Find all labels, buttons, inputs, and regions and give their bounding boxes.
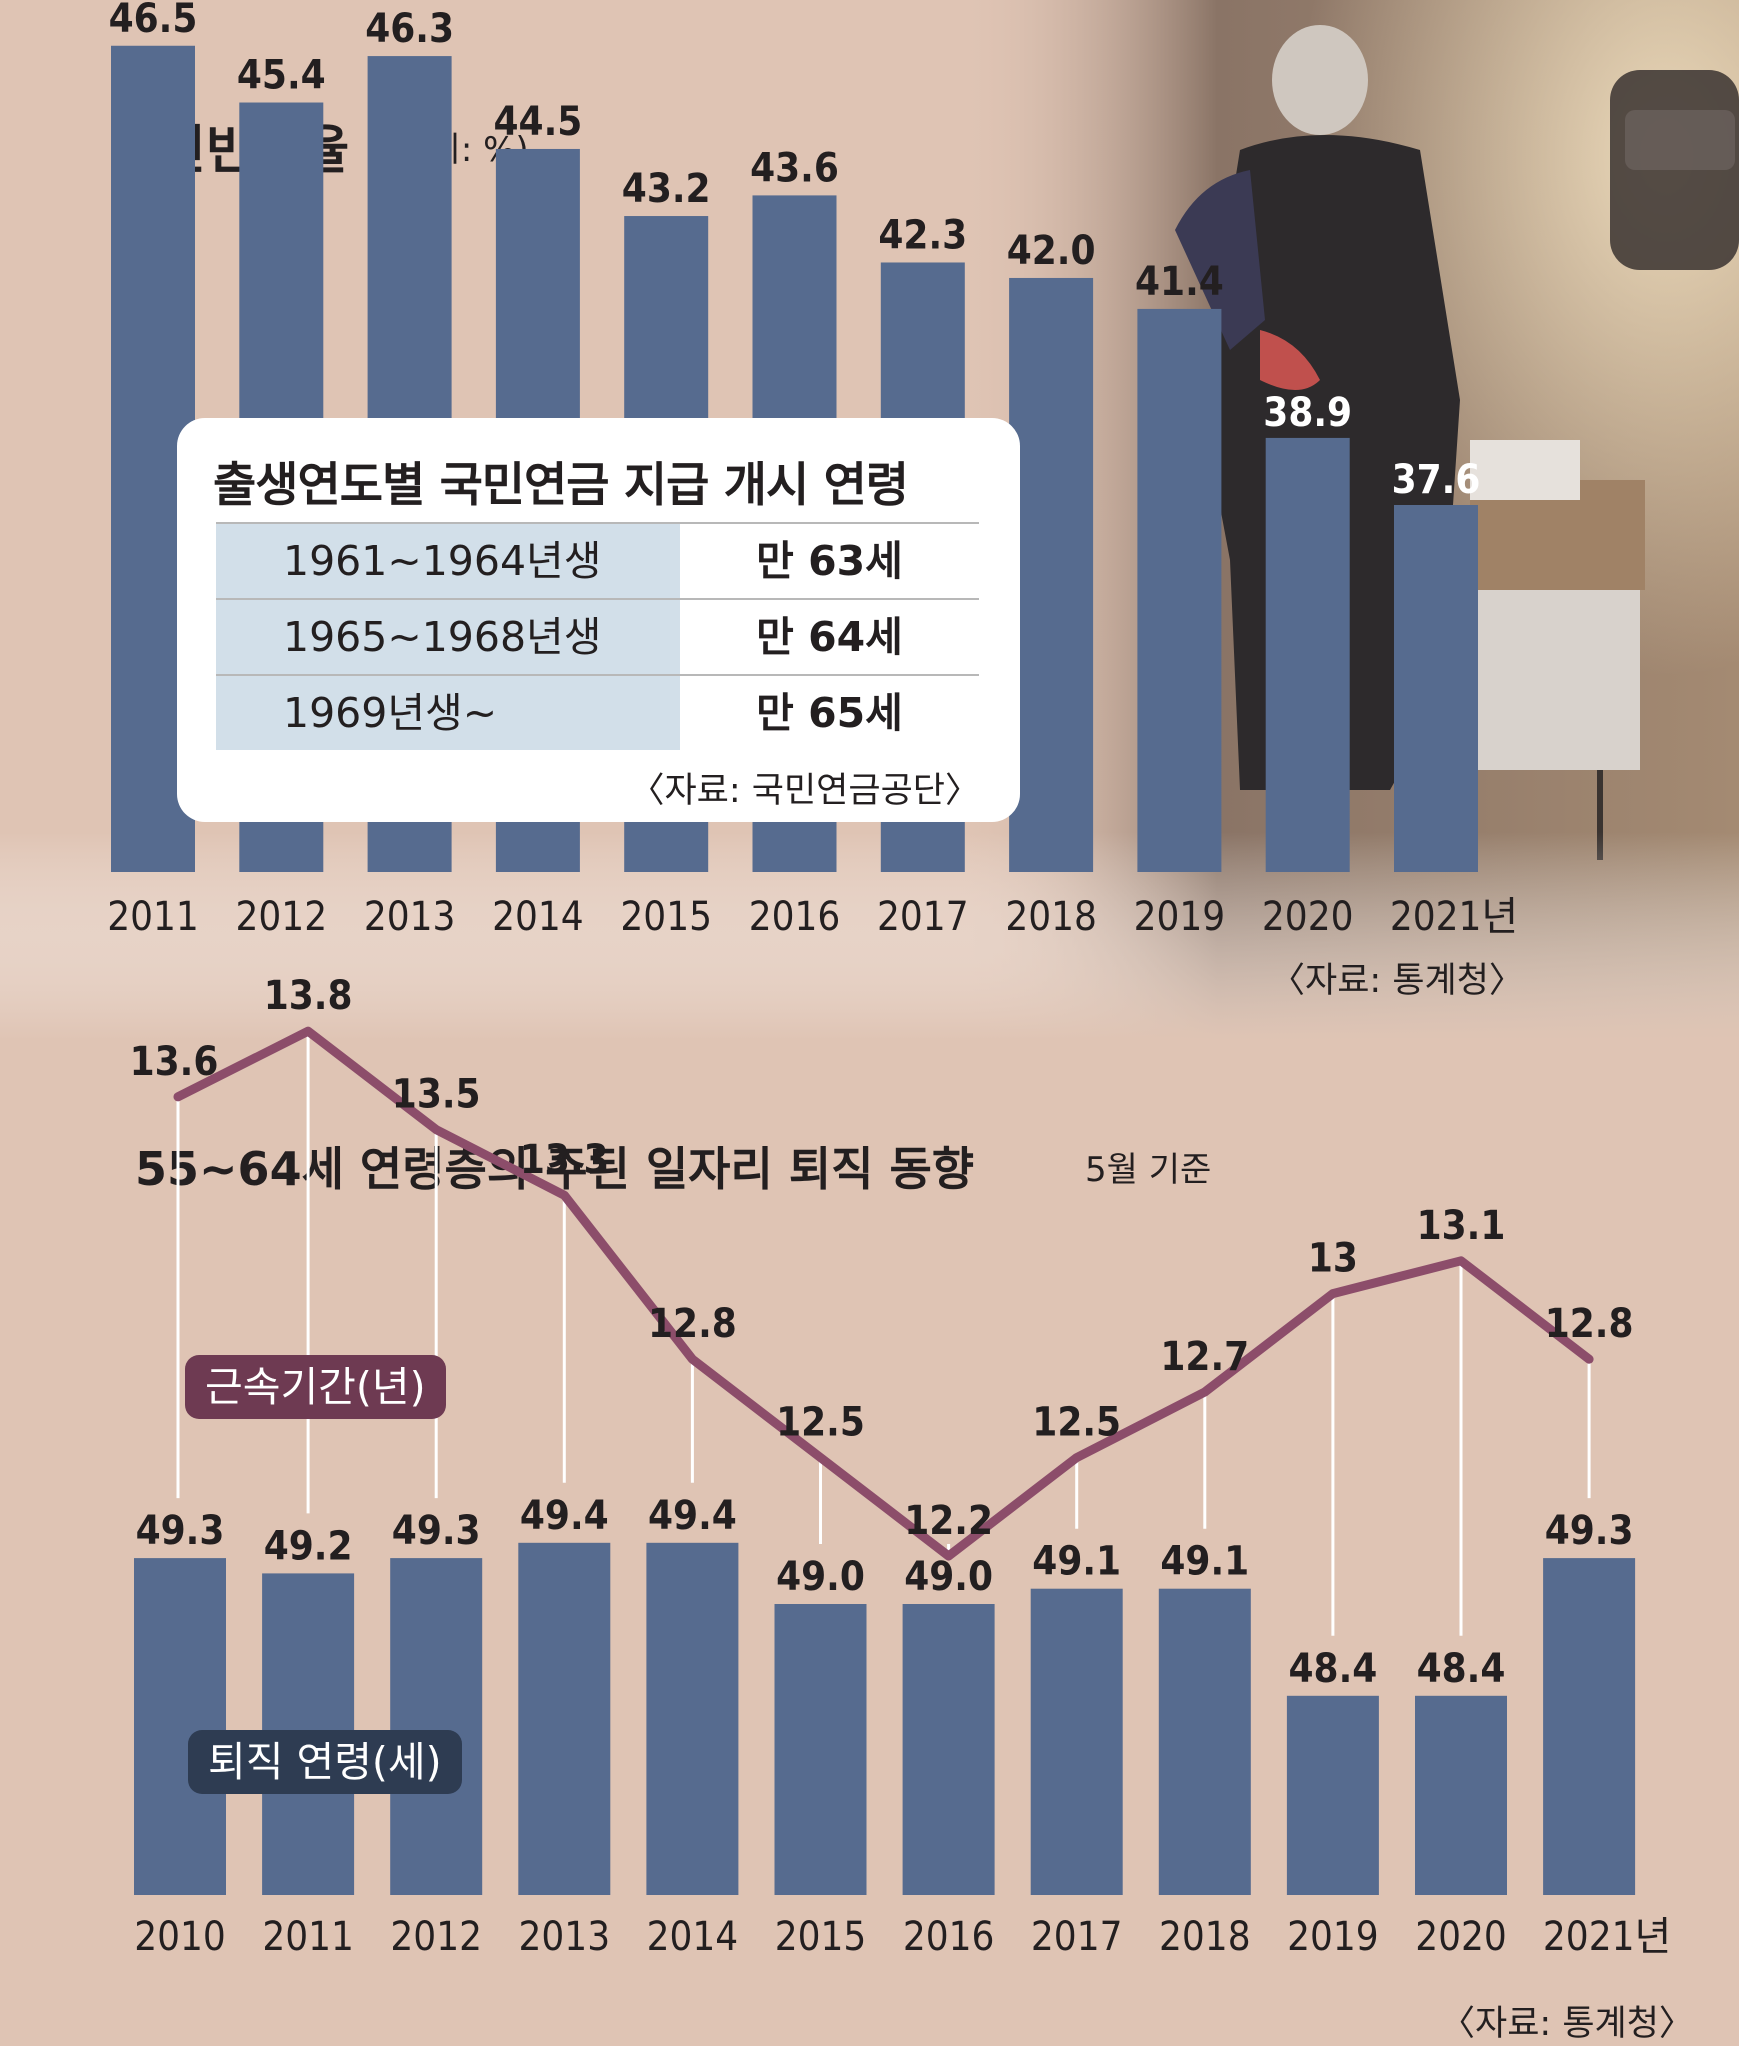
tenure-legend-tag: 근속기간(년) bbox=[185, 1355, 446, 1419]
poverty-bar bbox=[1265, 437, 1350, 872]
pension-table-row: 1961~1964년생 만 63세 bbox=[216, 522, 979, 598]
retirement-year-label: 2011 bbox=[262, 1914, 354, 1960]
tenure-value-label: 12.5 bbox=[776, 1400, 865, 1446]
retirement-year-label: 2012 bbox=[390, 1914, 482, 1960]
retire-age-bar bbox=[774, 1604, 867, 1895]
poverty-year-label: 2016 bbox=[749, 894, 841, 940]
poverty-value-label: 42.0 bbox=[1007, 228, 1096, 274]
pension-cohort: 1969년생~ bbox=[216, 676, 680, 750]
retire-age-value-label: 49.1 bbox=[1160, 1539, 1249, 1585]
poverty-year-label: 2012 bbox=[236, 894, 328, 940]
retire-age-bar bbox=[646, 1542, 739, 1895]
retire-age-value-label: 48.4 bbox=[1289, 1646, 1378, 1692]
retire-age-value-label: 49.0 bbox=[776, 1554, 865, 1600]
pension-table-title: 출생연도별 국민연금 지급 개시 연령 bbox=[213, 458, 909, 513]
poverty-value-label: 43.2 bbox=[622, 166, 711, 212]
poverty-value-label: 42.3 bbox=[878, 212, 967, 258]
tenure-value-label: 13.8 bbox=[264, 973, 353, 1019]
retire-age-value-label: 49.4 bbox=[648, 1493, 737, 1539]
poverty-year-label: 2011 bbox=[107, 894, 199, 940]
pension-cohort: 1961~1964년생 bbox=[216, 524, 680, 598]
poverty-year-label: 2018 bbox=[1005, 894, 1097, 940]
tenure-value-label: 13.5 bbox=[392, 1072, 481, 1118]
poverty-year-label: 2014 bbox=[492, 894, 584, 940]
retire-age-bar bbox=[1286, 1695, 1379, 1895]
poverty-value-label: 41.4 bbox=[1135, 259, 1224, 305]
retire-age-value-label: 49.3 bbox=[136, 1508, 225, 1554]
retirement-year-label: 2019 bbox=[1287, 1914, 1379, 1960]
pension-cohort: 1965~1968년생 bbox=[216, 600, 680, 674]
retire-age-value-label: 49.3 bbox=[392, 1508, 481, 1554]
pension-age-table: 출생연도별 국민연금 지급 개시 연령 1961~1964년생 만 63세 19… bbox=[177, 418, 1020, 822]
retirement-year-label: 2020 bbox=[1415, 1914, 1507, 1960]
poverty-bar bbox=[1137, 308, 1222, 872]
retire-age-bar bbox=[518, 1542, 611, 1895]
retirement-year-label: 2018 bbox=[1159, 1914, 1251, 1960]
retire-age-value-label: 48.4 bbox=[1417, 1646, 1506, 1692]
retire-age-bar bbox=[390, 1558, 483, 1895]
pension-table-row: 1969년생~ 만 65세 bbox=[216, 674, 979, 750]
poverty-year-label: 2020 bbox=[1262, 894, 1354, 940]
poverty-value-label: 46.5 bbox=[109, 0, 198, 42]
poverty-year-label: 2013 bbox=[364, 894, 456, 940]
tenure-value-label: 12.8 bbox=[648, 1301, 737, 1347]
poverty-value-label: 44.5 bbox=[494, 99, 583, 145]
retirement-year-label: 2013 bbox=[519, 1914, 611, 1960]
retirement-year-label: 2016 bbox=[903, 1914, 995, 1960]
pension-age: 만 64세 bbox=[756, 613, 903, 661]
tenure-line bbox=[173, 1026, 1594, 1561]
tenure-value-label: 13 bbox=[1308, 1236, 1358, 1282]
tenure-value-label: 13.6 bbox=[130, 1039, 219, 1085]
retirement-year-label: 2017 bbox=[1031, 1914, 1123, 1960]
retire-age-bar bbox=[1030, 1588, 1123, 1895]
retire-age-bar bbox=[1158, 1588, 1251, 1895]
retirement-year-label: 2014 bbox=[647, 1914, 739, 1960]
retirement-year-label: 2015 bbox=[775, 1914, 867, 1960]
poverty-value-label: 38.9 bbox=[1263, 390, 1352, 436]
retirement-chart-source: 〈자료: 통계청〉 bbox=[1440, 2004, 1694, 2044]
retire-age-bar bbox=[1543, 1558, 1636, 1895]
pension-age: 만 63세 bbox=[756, 537, 903, 585]
tenure-value-label: 13.3 bbox=[520, 1137, 609, 1183]
pension-age: 만 65세 bbox=[756, 689, 903, 737]
tenure-value-label: 12.2 bbox=[904, 1498, 993, 1544]
retire-age-value-label: 49.0 bbox=[904, 1554, 993, 1600]
retirement-year-label: 2021년 bbox=[1543, 1914, 1671, 1960]
retire-age-bar bbox=[1415, 1695, 1507, 1895]
pension-table-row: 1965~1968년생 만 64세 bbox=[216, 598, 979, 674]
poverty-value-label: 45.4 bbox=[237, 53, 326, 99]
retire-age-bar bbox=[134, 1558, 226, 1895]
poverty-bar bbox=[1009, 277, 1094, 873]
poverty-value-label: 43.6 bbox=[750, 145, 839, 191]
pension-table-source: 〈자료: 국민연금공단〉 bbox=[629, 771, 980, 811]
tenure-value-label: 13.1 bbox=[1417, 1203, 1506, 1249]
retire-age-value-label: 49.4 bbox=[520, 1493, 609, 1539]
tenure-value-label: 12.7 bbox=[1160, 1334, 1249, 1380]
poverty-year-label: 2021년 bbox=[1390, 894, 1518, 940]
retire-age-legend-tag: 퇴직 연령(세) bbox=[188, 1730, 462, 1794]
tenure-value-label: 12.5 bbox=[1032, 1400, 1121, 1446]
retirement-chart-note: 5월 기준 bbox=[1085, 1150, 1212, 1190]
retirement-year-label: 2010 bbox=[134, 1914, 226, 1960]
retire-age-value-label: 49.2 bbox=[264, 1523, 353, 1569]
poverty-year-label: 2015 bbox=[620, 894, 712, 940]
retire-age-bar bbox=[902, 1604, 995, 1895]
poverty-year-label: 2019 bbox=[1134, 894, 1226, 940]
poverty-value-label: 46.3 bbox=[365, 6, 454, 52]
poverty-chart-source: 〈자료: 통계청〉 bbox=[1270, 961, 1524, 1001]
poverty-year-label: 2017 bbox=[877, 894, 969, 940]
retire-age-value-label: 49.1 bbox=[1032, 1539, 1121, 1585]
poverty-value-label: 37.6 bbox=[1392, 457, 1481, 503]
retire-age-value-label: 49.3 bbox=[1545, 1508, 1634, 1554]
tenure-value-label: 12.8 bbox=[1545, 1301, 1634, 1347]
poverty-bar bbox=[1394, 505, 1478, 872]
